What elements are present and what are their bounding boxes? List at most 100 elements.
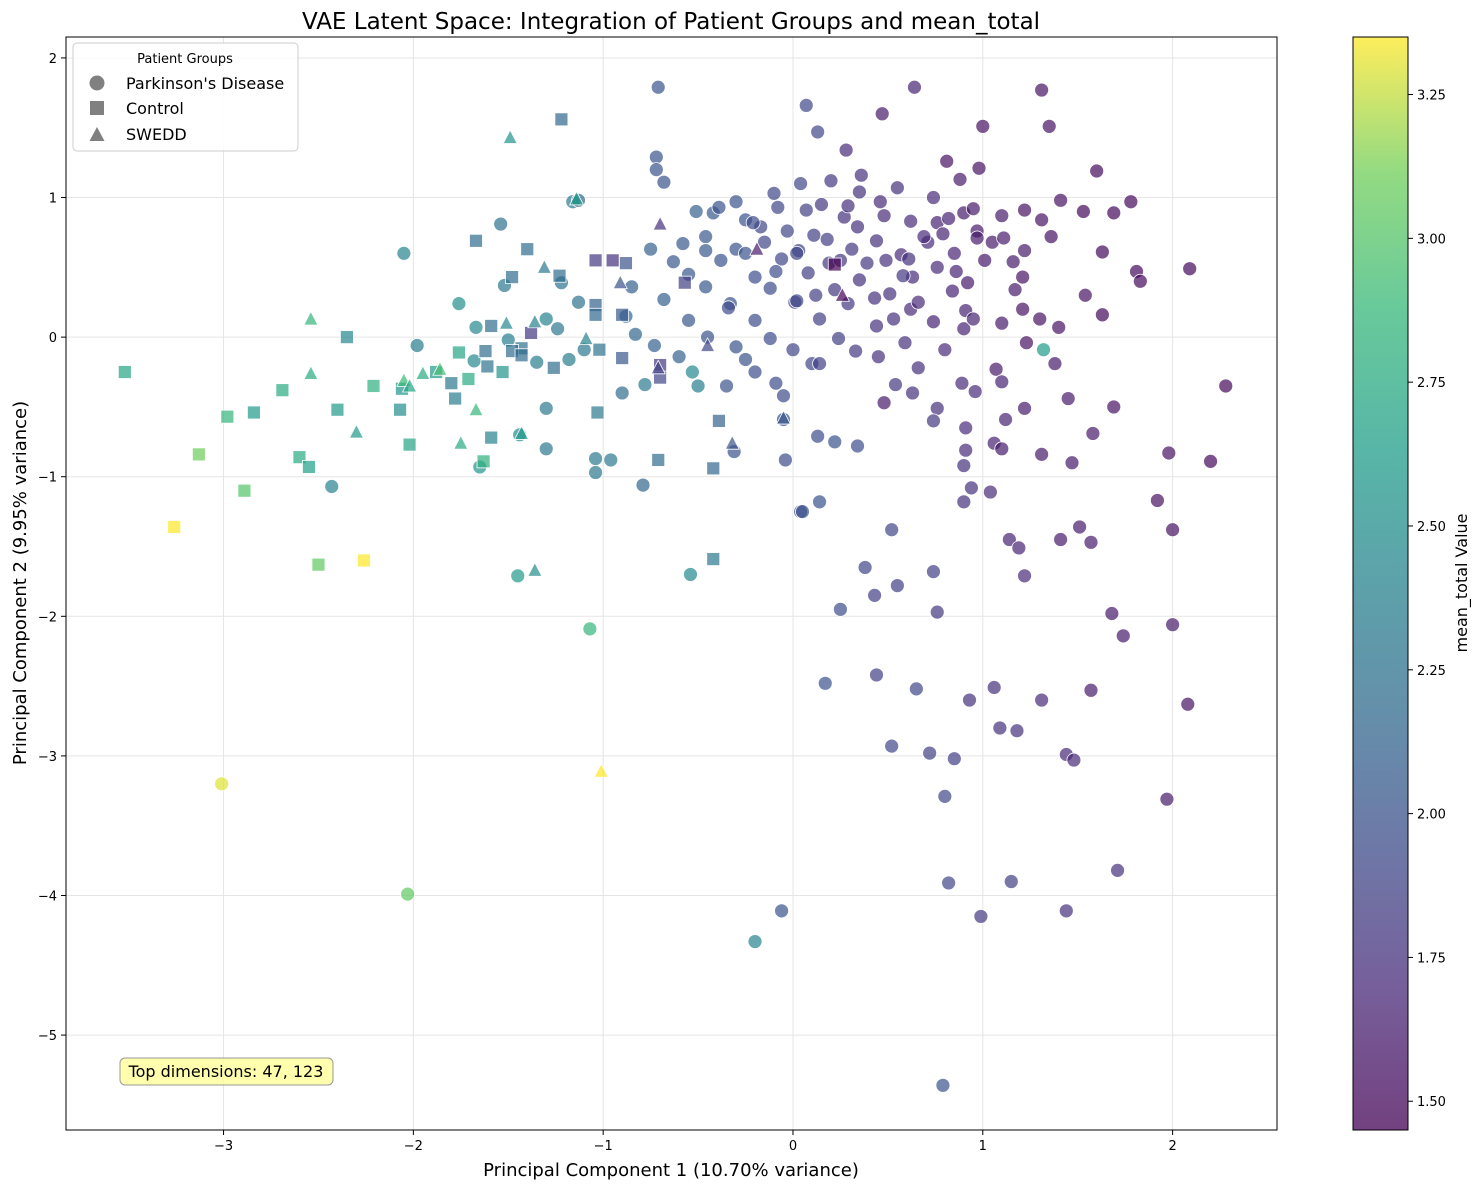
point-parkinsons (774, 251, 789, 267)
point-control (448, 391, 463, 406)
x-tick-label: 1 (979, 1139, 987, 1154)
point-control (478, 344, 493, 358)
point-parkinsons (823, 173, 839, 189)
point-parkinsons (793, 176, 808, 191)
point-parkinsons (996, 230, 1012, 246)
point-parkinsons (635, 477, 651, 493)
point-parkinsons (770, 199, 786, 215)
point-parkinsons (681, 312, 696, 328)
point-parkinsons (728, 194, 744, 210)
point-parkinsons (1110, 862, 1125, 878)
point-control (311, 557, 326, 572)
point-parkinsons (941, 211, 957, 226)
point-control (480, 359, 495, 374)
point-parkinsons (857, 560, 873, 575)
point-parkinsons (814, 197, 829, 212)
annotation-box (119, 1057, 334, 1086)
point-control (524, 326, 538, 340)
point-parkinsons (768, 375, 784, 391)
point-parkinsons (869, 233, 884, 249)
point-parkinsons (745, 215, 761, 231)
point-parkinsons (850, 219, 865, 235)
point-parkinsons (810, 428, 826, 444)
point-control (588, 307, 603, 322)
point-parkinsons (827, 434, 843, 450)
point-parkinsons (998, 412, 1013, 427)
y-tick-label: −5 (38, 1029, 57, 1044)
point-parkinsons (768, 264, 784, 279)
point-parkinsons (859, 255, 875, 271)
point-swedd (593, 762, 609, 778)
point-parkinsons (897, 335, 913, 351)
point-parkinsons (1053, 192, 1069, 208)
point-parkinsons (926, 314, 941, 330)
colorbar-tick-label: 1.50 (1417, 1095, 1446, 1110)
point-parkinsons (1034, 692, 1050, 708)
point-parkinsons (971, 160, 987, 176)
point-parkinsons (956, 321, 972, 337)
legend: Patient Groups Parkinson's Disease Contr… (72, 42, 299, 152)
plot-frame (65, 36, 1278, 1131)
point-parkinsons (986, 680, 1002, 695)
point-swedd (415, 365, 431, 380)
point-parkinsons (656, 174, 672, 190)
point-parkinsons (812, 311, 827, 327)
point-parkinsons (683, 567, 698, 582)
point-parkinsons (958, 420, 974, 436)
point-control (117, 365, 132, 379)
point-swedd (513, 425, 530, 440)
point-parkinsons (965, 311, 981, 327)
point-parkinsons (1132, 273, 1148, 289)
point-parkinsons (808, 287, 824, 303)
point-control (366, 379, 381, 393)
point-parkinsons (905, 385, 920, 401)
point-swedd (775, 409, 792, 425)
point-parkinsons (853, 167, 869, 183)
point-control (514, 348, 529, 363)
point-parkinsons (1115, 628, 1131, 644)
x-tick-label: −2 (404, 1139, 423, 1154)
point-parkinsons (1083, 682, 1099, 698)
y-axis-ticks: 2 1 0 −1 −2 −3 −4 −5 (38, 52, 66, 1044)
point-parkinsons (939, 153, 955, 169)
point-parkinsons (962, 692, 977, 708)
point-control (706, 552, 721, 566)
point-parkinsons (1015, 269, 1031, 285)
point-parkinsons (1218, 378, 1234, 394)
point-control (167, 520, 182, 534)
point-swedd (749, 240, 765, 256)
point-parkinsons (948, 264, 964, 279)
point-swedd (527, 313, 543, 329)
point-parkinsons (711, 199, 727, 215)
point-control (330, 402, 345, 417)
point-parkinsons (956, 494, 972, 510)
annotation-text: Top dimensions: 47, 123 (128, 1062, 324, 1081)
point-parkinsons (869, 667, 884, 683)
point-parkinsons (400, 886, 416, 902)
point-parkinsons (806, 227, 822, 243)
point-parkinsons (1083, 534, 1099, 550)
point-parkinsons (1036, 342, 1051, 358)
colorbar-gradient (1352, 36, 1409, 1131)
point-control (615, 307, 630, 322)
point-parkinsons (1150, 493, 1165, 508)
point-parkinsons (1017, 400, 1032, 416)
point-parkinsons (848, 343, 864, 359)
point-parkinsons (648, 149, 664, 165)
point-control (552, 268, 567, 283)
point-parkinsons (719, 378, 734, 394)
point-parkinsons (637, 377, 653, 392)
point-control (484, 430, 499, 445)
point-parkinsons (396, 245, 412, 261)
point-parkinsons (852, 272, 867, 288)
point-parkinsons (1064, 455, 1080, 471)
point-parkinsons (648, 162, 664, 178)
point-parkinsons (929, 604, 945, 620)
point-swedd (724, 434, 740, 450)
point-parkinsons (1159, 791, 1175, 807)
point-parkinsons (929, 400, 945, 416)
x-tick-label: 2 (1168, 1139, 1176, 1154)
point-parkinsons (994, 315, 1010, 331)
point-swedd (453, 434, 469, 450)
